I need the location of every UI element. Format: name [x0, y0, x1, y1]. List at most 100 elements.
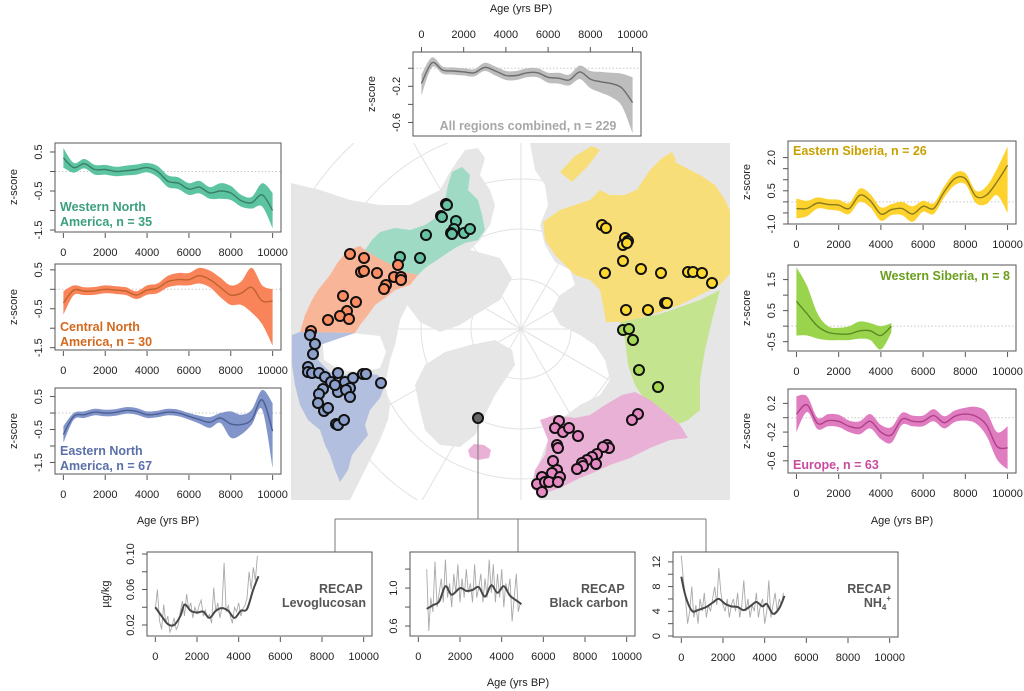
site-marker-ena [332, 367, 344, 379]
recap-site-marker [472, 412, 484, 424]
site-marker-ena [309, 338, 321, 350]
plot-frame [54, 387, 282, 475]
x-tick-label: 0 [418, 29, 424, 41]
site-marker-ena [307, 348, 319, 360]
plot-area [680, 555, 786, 624]
panel-title-line: RECAP [581, 582, 625, 596]
plot-frame [146, 551, 373, 637]
x-tick-label: 2000 [93, 247, 117, 259]
raw-record-line [680, 555, 784, 624]
x-tick-label: 0 [152, 651, 158, 663]
panel-bc: 0 2000 4000 6000 8000 10000 1.0 0.6 [388, 551, 642, 663]
region-eastern-siberia-peninsula [638, 152, 676, 192]
plot-frame [787, 140, 1017, 225]
site-marker-es [642, 304, 654, 316]
x-tick-label: 4000 [869, 488, 893, 500]
site-marker-wna [441, 199, 453, 211]
x-tick-label: 8000 [953, 488, 977, 500]
x-tick-label: 4000 [752, 652, 776, 664]
panel-title-ws: Western Siberia, n = 8 [880, 269, 1010, 283]
x-tick-label: 0 [415, 651, 421, 663]
plot-area [413, 57, 641, 134]
y-tick-label: 0 [651, 633, 663, 639]
site-marker-eu [552, 442, 564, 454]
y-tick-label: -0.5 [33, 299, 45, 318]
mean-line [62, 399, 274, 435]
chart-panels: 0 2000 4000 6000 8000 10000-0.2-0.60 2000 4000 6… [33, 29, 1023, 664]
y-tick-label: 0.6 [388, 618, 400, 633]
x-tick-label: 2000 [93, 489, 117, 501]
panel-title-nh4: NH4+ [864, 594, 892, 612]
y-axis-title-levoglucosan: µg/kg [100, 580, 112, 607]
x-tick-label: 6000 [911, 488, 935, 500]
panel-title-line: Eastern North [60, 444, 143, 458]
site-marker-es [635, 263, 647, 275]
plot-frame [54, 263, 282, 351]
site-marker-ws [623, 323, 635, 335]
hudson-bay [322, 333, 386, 372]
region-iceland [468, 444, 491, 460]
site-marker-es [696, 267, 708, 279]
plot-area [788, 394, 1016, 470]
x-tick-label: 0 [793, 488, 799, 500]
x-tick-label: 4000 [869, 239, 893, 251]
site-marker-es [621, 237, 633, 249]
x-tick-label: 6000 [794, 652, 818, 664]
panel-levo: 0 2000 4000 6000 8000 10000 0.10 0.06 0.02 [125, 543, 379, 663]
x-tick-label: 0 [60, 489, 66, 501]
nh4-superscript: + [886, 594, 891, 603]
x-tick-label: 6000 [911, 366, 935, 378]
x-tick-label: 6000 [268, 651, 292, 663]
site-marker-eu [563, 422, 575, 434]
plot-area [788, 146, 1016, 222]
mean-line [796, 164, 1009, 215]
confidence-band [63, 389, 273, 468]
y-tick-label: -0.5 [33, 182, 45, 201]
x-tick-label: 0 [793, 239, 799, 251]
mean-line [62, 274, 273, 304]
region-eastern-siberia-north [560, 146, 600, 182]
site-marker-eu [572, 430, 584, 442]
x-tick-label: 8000 [310, 651, 334, 663]
y-tick-label: 0.5 [766, 183, 778, 198]
mean-line [795, 300, 892, 337]
site-marker-ws [627, 334, 639, 346]
site-marker-es [620, 304, 632, 316]
y-tick-label: -0.6 [391, 113, 403, 132]
x-tick-label: 8000 [219, 247, 243, 259]
recap-connector [334, 418, 707, 552]
plot-area [426, 559, 523, 631]
y-tick-label: -0.6 [766, 451, 778, 470]
x-tick-label: 6000 [531, 651, 555, 663]
panel-ena: 0 2000 4000 6000 8000 10000 0.5 -0.5 -1.5 [33, 387, 288, 501]
site-marker-cna [358, 252, 370, 264]
plot-area [55, 389, 281, 468]
raw-record-line [154, 555, 258, 634]
site-marker-ena [312, 397, 324, 409]
site-marker-ena [322, 402, 334, 414]
site-marker-eu [552, 476, 564, 488]
y-tick-label: -1.5 [33, 221, 45, 240]
site-marker-ena [338, 414, 350, 426]
confidence-band [796, 146, 1008, 222]
y-tick-label: 0.5 [33, 389, 45, 404]
y-tick-label: -0.5 [766, 332, 778, 351]
site-marker-ena [360, 368, 372, 380]
site-marker-cna [350, 296, 362, 308]
panel-title-black-carbon: RECAP Black carbon [549, 582, 628, 610]
x-tick-label: 4000 [489, 651, 513, 663]
nh4-base: NH [864, 596, 882, 610]
x-tick-label: 10000 [257, 247, 288, 259]
x-tick-label: 8000 [573, 651, 597, 663]
x-tick-label: 10000 [257, 365, 288, 377]
site-markers [302, 198, 718, 498]
site-marker-wna [414, 252, 426, 264]
site-marker-cna [337, 290, 349, 302]
x-tick-label: 10000 [874, 652, 905, 664]
panel-title-nh4-source: RECAP [847, 582, 891, 596]
x-tick-label: 2000 [448, 651, 472, 663]
panel-es: 0 2000 4000 6000 8000 10000 2.0 0.5 -1.0 [766, 140, 1023, 251]
x-tick-label: 4000 [494, 29, 518, 41]
x-tick-label: 10000 [348, 651, 379, 663]
